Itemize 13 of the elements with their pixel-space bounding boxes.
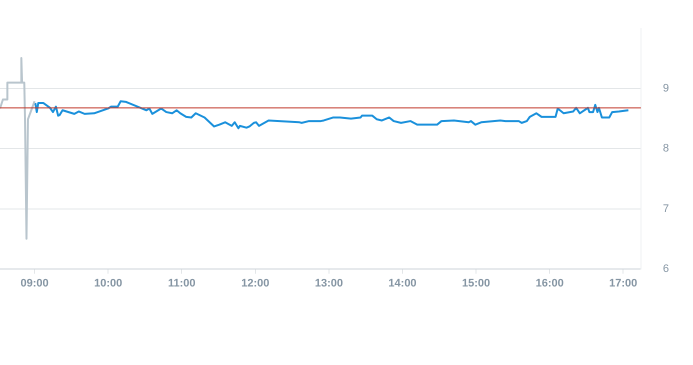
x-tick-label: 13:00 [314,277,343,290]
x-tick-label: 16:00 [536,277,564,290]
y-tick-label: 9 [662,82,670,95]
x-tick-label: 17:00 [609,277,638,290]
x-tick-label: 14:00 [388,277,417,290]
y-tick-label: 7 [662,202,670,215]
x-tick-label: 12:00 [241,277,270,290]
y-tick-label: 6 [662,262,670,275]
x-tick-label: 15:00 [462,277,490,290]
y-tick-label: 8 [662,142,670,155]
x-tick-label: 10:00 [94,277,122,290]
x-tick-label: 11:00 [168,277,196,290]
x-tick-label: 09:00 [20,277,49,290]
